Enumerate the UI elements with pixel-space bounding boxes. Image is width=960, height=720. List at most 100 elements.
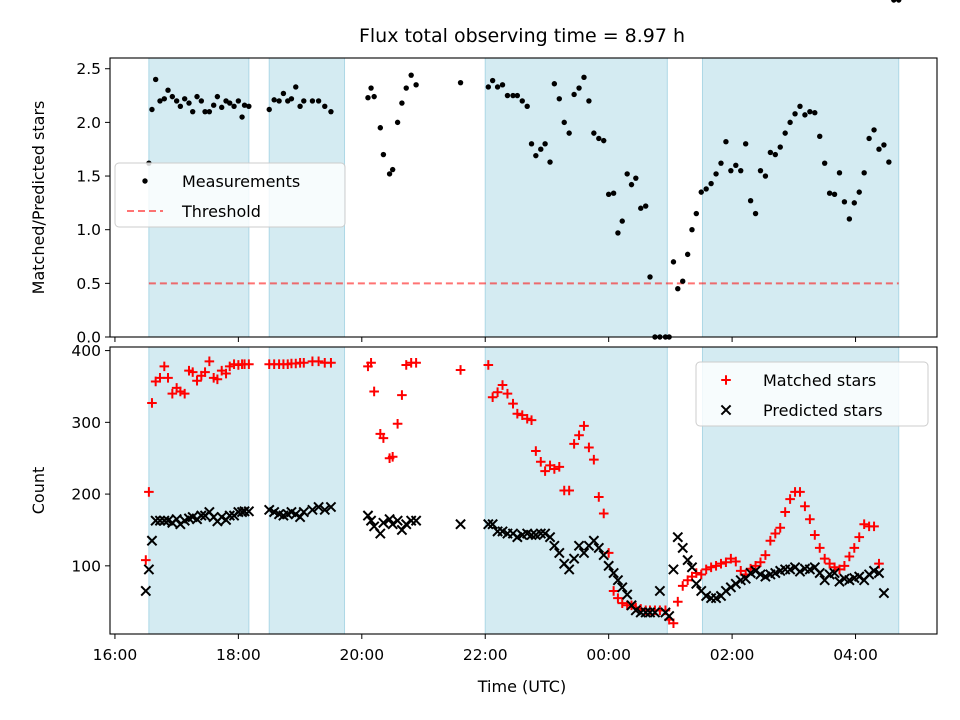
data-point-0-0-114 bbox=[782, 130, 788, 136]
data-point-1-0-102 bbox=[716, 558, 726, 569]
data-point-1-1-37 bbox=[313, 501, 324, 513]
data-point-1-1-38 bbox=[319, 504, 331, 516]
data-point-1-1-92 bbox=[668, 564, 679, 575]
shaded-interval-1-1 bbox=[268, 346, 346, 635]
data-point-0-0-64 bbox=[542, 141, 548, 147]
data-point-0-0-80 bbox=[619, 218, 625, 224]
data-point-0-0-5 bbox=[165, 87, 171, 93]
data-point-0-0-107 bbox=[747, 198, 754, 204]
y-tick-label-1-3: 400 bbox=[71, 342, 101, 360]
data-point-0-0-18 bbox=[219, 104, 225, 111]
data-point-1-0-120 bbox=[805, 514, 815, 524]
data-point-1-0-72 bbox=[574, 430, 584, 441]
data-point-0-0-16 bbox=[210, 102, 217, 108]
data-point-1-0-124 bbox=[824, 558, 835, 569]
data-point-0-0-117 bbox=[797, 103, 803, 109]
legend-1: Matched stars Predicted stars bbox=[695, 361, 929, 427]
data-point-1-0-12 bbox=[187, 367, 198, 377]
data-point-0-0-123 bbox=[826, 190, 833, 196]
data-point-0-0-24 bbox=[241, 102, 248, 108]
data-point-1-1-135 bbox=[878, 587, 890, 599]
data-point-1-1-47 bbox=[392, 515, 403, 526]
data-point-0-0-94 bbox=[684, 251, 691, 258]
data-point-1-1-1 bbox=[143, 564, 155, 575]
data-point-0-0-77 bbox=[605, 191, 612, 197]
data-point-0-0-79 bbox=[615, 230, 621, 236]
data-point-1-0-75 bbox=[589, 454, 599, 465]
data-point-0-0-82 bbox=[628, 181, 635, 188]
data-point-1-0-73 bbox=[579, 421, 589, 431]
data-point-0-0-32 bbox=[293, 84, 299, 90]
data-point-1-0-101 bbox=[711, 561, 721, 571]
data-point-0-0-74 bbox=[591, 130, 597, 136]
data-point-0-0-66 bbox=[551, 81, 558, 87]
data-point-0-0-47 bbox=[399, 100, 405, 106]
data-point-0-0-135 bbox=[886, 159, 892, 165]
data-point-1-0-35 bbox=[298, 357, 309, 368]
data-point-0-0-6 bbox=[169, 93, 176, 100]
data-point-0-0-113 bbox=[777, 144, 783, 150]
data-point-1-1-54 bbox=[487, 518, 498, 530]
data-point-1-0-4 bbox=[155, 373, 165, 383]
data-point-0-0-27 bbox=[271, 97, 277, 103]
data-point-0-0-37 bbox=[322, 103, 328, 109]
data-point-0-0-11 bbox=[190, 108, 196, 115]
data-point-1-0-93 bbox=[672, 596, 683, 607]
data-point-1-0-5 bbox=[159, 361, 170, 372]
data-point-1-0-56 bbox=[497, 380, 508, 390]
data-point-0-0-72 bbox=[581, 74, 587, 81]
data-point-1-0-113 bbox=[770, 528, 781, 539]
data-point-0-0-48 bbox=[403, 85, 409, 91]
data-point-0-0-14 bbox=[202, 108, 208, 115]
data-point-1-0-13 bbox=[192, 375, 202, 386]
data-point-0-0-115 bbox=[787, 119, 793, 126]
data-point-1-0-123 bbox=[819, 553, 830, 564]
data-point-0-0-133 bbox=[876, 146, 882, 152]
data-point-1-0-114 bbox=[775, 523, 786, 533]
data-point-1-0-60 bbox=[517, 410, 528, 420]
x-axis-label: Time (UTC) bbox=[477, 677, 566, 696]
data-point-1-1-4 bbox=[154, 515, 166, 526]
data-point-0-0-130 bbox=[861, 170, 867, 176]
data-point-1-0-64 bbox=[535, 457, 546, 467]
x-tick-label-5: 02:00 bbox=[710, 646, 755, 664]
data-point-0-0-95 bbox=[689, 226, 695, 233]
data-point-1-0-99 bbox=[701, 564, 711, 575]
data-point-1-0-65 bbox=[540, 466, 550, 476]
data-point-1-0-100 bbox=[706, 562, 716, 573]
data-point-1-0-9 bbox=[175, 386, 186, 397]
data-point-1-1-2 bbox=[146, 535, 158, 547]
data-point-0-0-120 bbox=[812, 110, 818, 116]
data-point-1-0-103 bbox=[721, 557, 731, 568]
shaded-interval-1-0 bbox=[148, 346, 250, 635]
data-point-1-0-77 bbox=[598, 508, 609, 519]
data-point-1-1-82 bbox=[621, 589, 633, 600]
data-point-0-0-75 bbox=[596, 135, 602, 142]
data-point-1-1-64 bbox=[535, 528, 547, 539]
data-point-1-0-15 bbox=[200, 367, 210, 377]
data-point-1-1-52 bbox=[455, 518, 466, 530]
x-tick-label-2: 20:00 bbox=[339, 646, 384, 664]
shaded-interval-1-2 bbox=[484, 346, 668, 635]
data-point-0-0-132 bbox=[871, 127, 877, 133]
data-point-0-0-62 bbox=[533, 152, 539, 159]
data-point-1-1-44 bbox=[378, 517, 389, 529]
data-point-1-0-44 bbox=[378, 433, 389, 443]
x-tick-label-1: 18:00 bbox=[216, 646, 261, 664]
data-point-1-0-46 bbox=[387, 451, 398, 462]
data-point-1-0-10 bbox=[179, 388, 190, 399]
data-point-0-0-21 bbox=[231, 103, 237, 109]
data-point-0-0-97 bbox=[698, 189, 704, 195]
data-point-0-0-67 bbox=[556, 96, 562, 102]
data-point-1-0-110 bbox=[755, 557, 766, 568]
data-point-0-0-98 bbox=[703, 186, 709, 192]
shaded-interval-0-3 bbox=[701, 57, 900, 338]
data-point-1-0-130 bbox=[854, 532, 865, 542]
data-point-0-0-65 bbox=[547, 159, 553, 165]
data-point-1-0-2 bbox=[147, 398, 157, 408]
data-point-1-0-52 bbox=[455, 365, 466, 375]
data-point-1-1-88 bbox=[649, 607, 661, 618]
data-point-0-0-52 bbox=[485, 84, 492, 90]
data-point-1-1-62 bbox=[526, 529, 537, 541]
data-point-0-0-44 bbox=[386, 171, 393, 177]
